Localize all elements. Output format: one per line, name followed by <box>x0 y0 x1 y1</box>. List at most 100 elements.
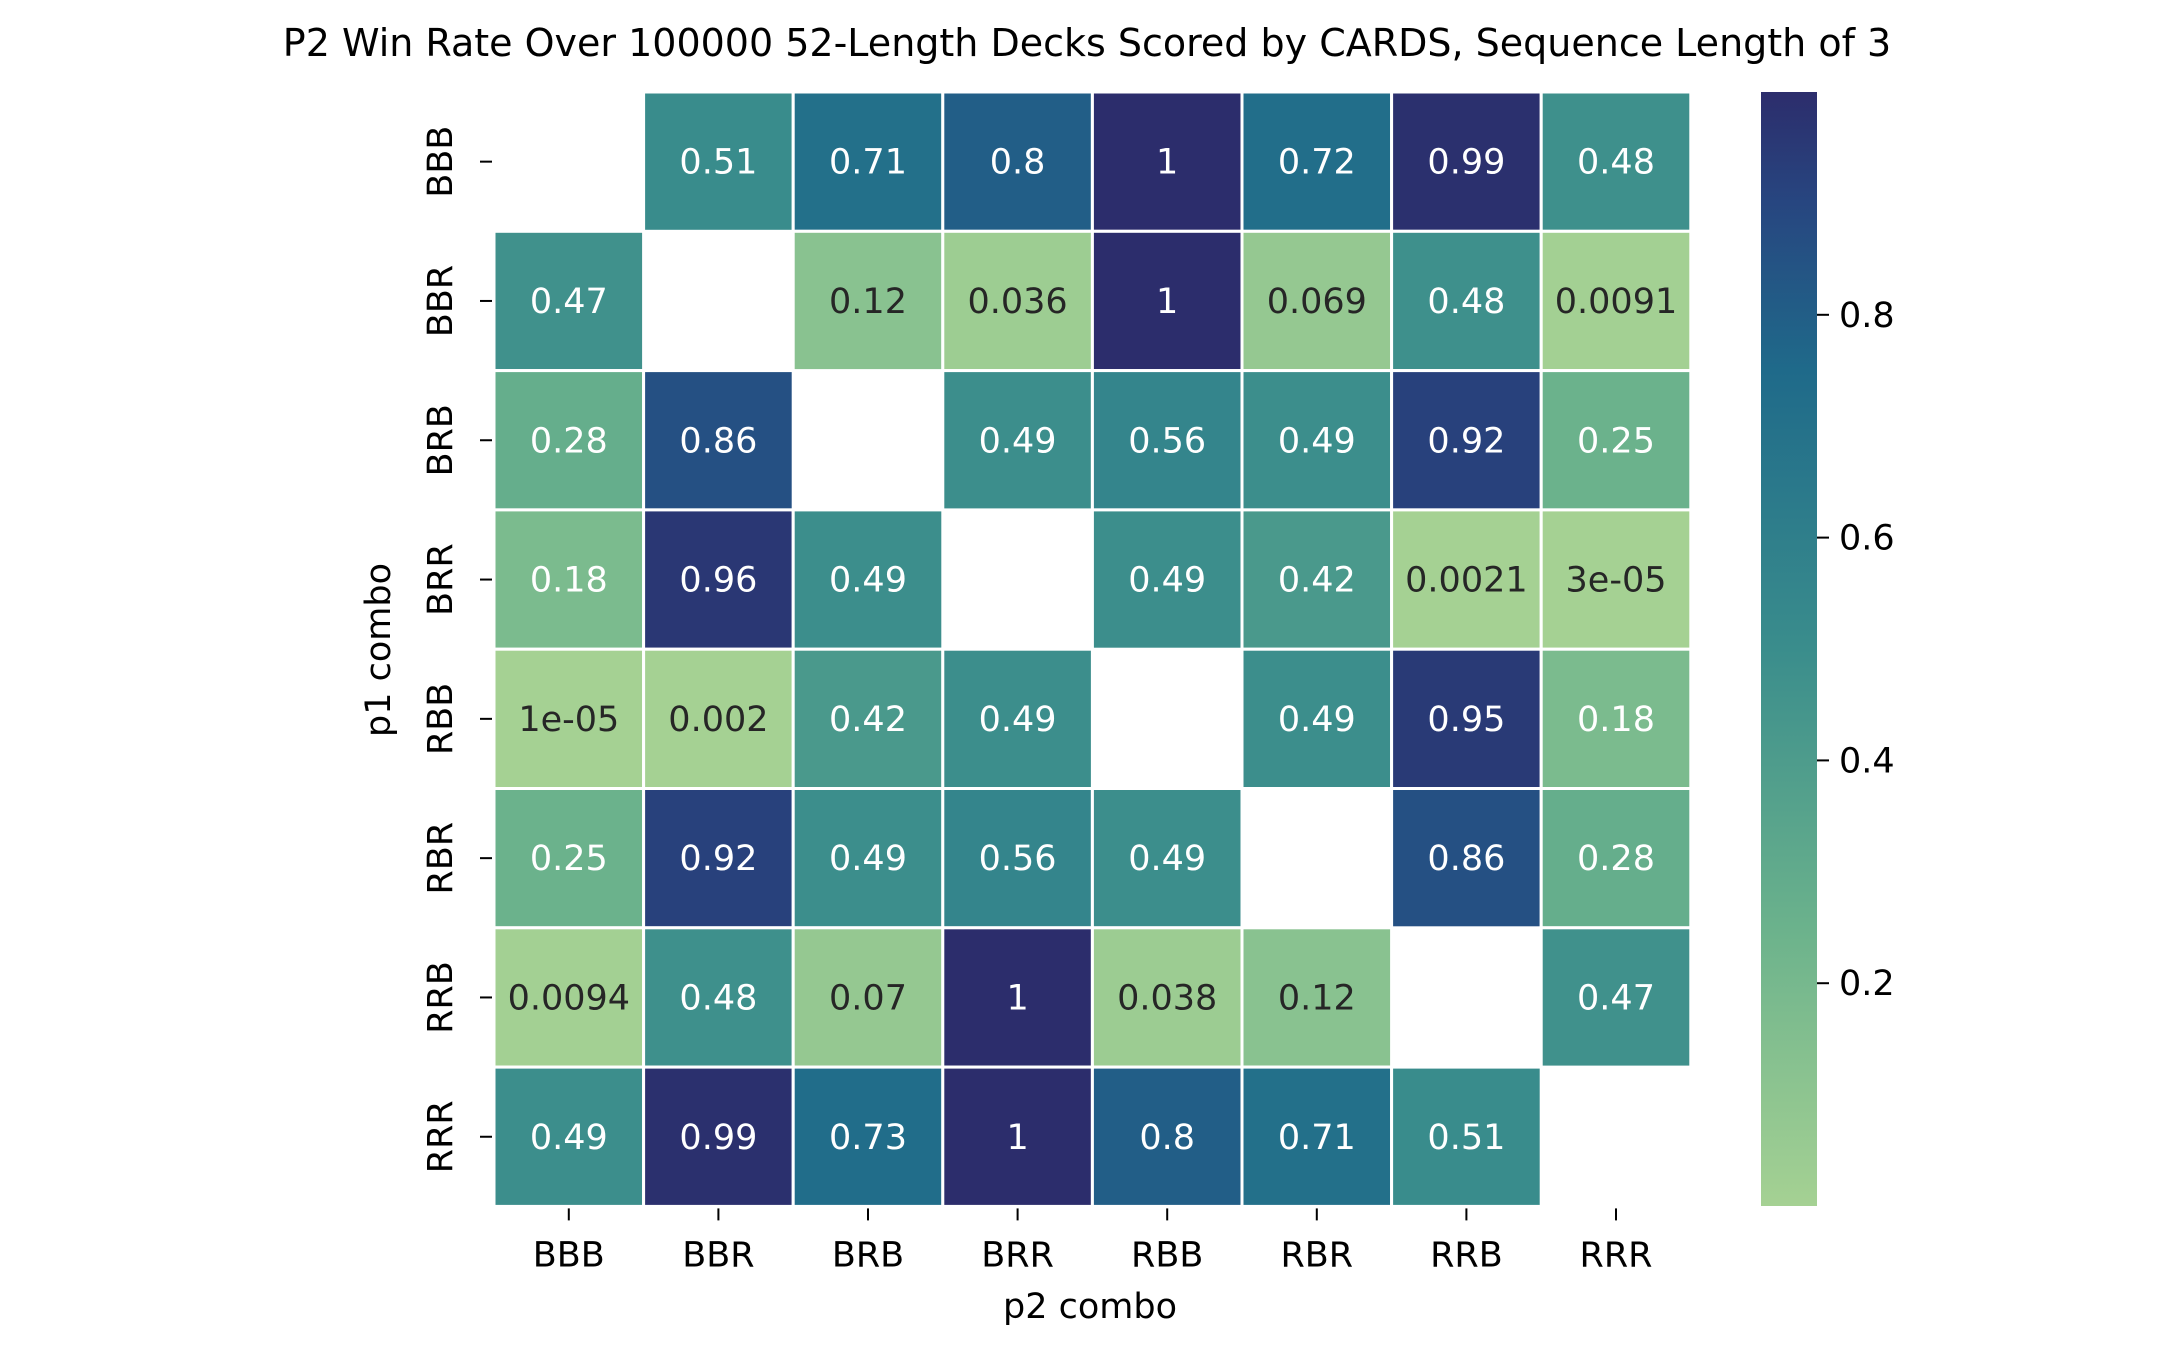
cell-value-label: 0.49 <box>829 561 907 601</box>
cell-value-label: 0.28 <box>1577 839 1655 879</box>
x-tick-label: BBR <box>682 1235 754 1275</box>
heatmap-cell <box>492 229 646 373</box>
y-axis-label: p1 combo <box>359 563 399 737</box>
heatmap-cell <box>1539 369 1693 512</box>
cell-value-label: 0.49 <box>1278 700 1356 740</box>
cell-value-label: 3e-05 <box>1566 561 1667 601</box>
chart-title: P2 Win Rate Over 100000 52-Length Decks … <box>283 21 1891 65</box>
heatmap-cell <box>941 1065 1094 1208</box>
cell-value-label: 0.28 <box>530 421 608 461</box>
heatmap-cell <box>492 647 646 791</box>
cell-value-label: 0.48 <box>1577 143 1655 183</box>
heatmap-cell <box>791 229 945 373</box>
colorbar <box>1761 92 1817 1206</box>
heatmap-cells: 0.51 0.71 0.8 1 0.72 0.99 0.48 0.47 0.12 0.036 1 0.… <box>492 90 1693 1208</box>
cell-value-label: 0.42 <box>829 700 907 740</box>
colorbar-tick-label: 0.8 <box>1839 296 1895 336</box>
cell-value-label: 0.72 <box>1278 143 1356 183</box>
x-tick-label: RBB <box>1131 1235 1203 1275</box>
cell-value-label: 0.71 <box>829 143 907 183</box>
cell-value-label: 0.86 <box>1427 839 1505 879</box>
cell-value-label: 0.0021 <box>1405 561 1527 601</box>
cell-value-label: 0.49 <box>1278 421 1356 461</box>
heatmap-cell <box>1090 787 1244 930</box>
y-tick-label: BBR <box>421 265 461 337</box>
heatmap-cell <box>642 787 795 930</box>
heatmap-cell <box>1390 508 1543 651</box>
heatmap-cell <box>1390 369 1543 512</box>
cell-value-label: 0.18 <box>530 561 608 601</box>
cell-value-label: 0.18 <box>1577 700 1655 740</box>
cell-value-label: 0.73 <box>829 1118 907 1158</box>
cell-value-label: 0.47 <box>530 282 608 322</box>
cell-value-label: 0.42 <box>1278 561 1356 601</box>
y-tick-label: RBB <box>421 683 461 755</box>
x-tick-label: BRR <box>981 1235 1054 1275</box>
cell-value-label: 0.48 <box>679 978 757 1018</box>
heatmap-cell <box>1539 229 1693 373</box>
heatmap-cell <box>791 647 945 791</box>
heatmap-cell <box>1090 1065 1244 1208</box>
cell-value-label: 0.8 <box>1139 1118 1195 1158</box>
cell-value-label: 0.036 <box>967 282 1067 322</box>
cell-value-label: 0.0094 <box>508 978 630 1018</box>
cell-value-label: 0.12 <box>829 282 907 322</box>
y-tick-label: RBR <box>421 822 461 895</box>
heatmap-cell <box>1539 508 1693 651</box>
cell-value-label: 1 <box>1156 282 1178 322</box>
heatmap-cell <box>492 508 646 651</box>
heatmap-cell <box>941 926 1094 1069</box>
cell-value-label: 1 <box>1006 1118 1028 1158</box>
cell-value-label: 0.49 <box>979 700 1057 740</box>
colorbar-ticks: 0.2 0.4 0.6 0.8 <box>1817 296 1895 1004</box>
cell-value-label: 0.49 <box>530 1118 608 1158</box>
x-tick-label: BBB <box>533 1235 605 1275</box>
colorbar-tick-label: 0.2 <box>1839 964 1895 1004</box>
y-axis-ticks: BBB BBR BRB BRR RBB RBR RRB RRR <box>421 126 492 1173</box>
colorbar-tick-label: 0.6 <box>1839 519 1895 559</box>
cell-value-label: 0.71 <box>1278 1118 1356 1158</box>
heatmap-cell <box>642 369 795 512</box>
heatmap-cell <box>492 1065 646 1208</box>
y-tick-label: RRB <box>421 961 461 1034</box>
cell-value-label: 0.48 <box>1427 282 1505 322</box>
heatmap-cell <box>1240 926 1394 1069</box>
heatmap-cell <box>1090 369 1244 512</box>
cell-value-label: 0.99 <box>679 1118 757 1158</box>
cell-value-label: 0.56 <box>979 839 1057 879</box>
heatmap-cell <box>941 369 1094 512</box>
cell-value-label: 0.92 <box>679 839 757 879</box>
heatmap-cell <box>1240 1065 1394 1208</box>
cell-value-label: 1 <box>1006 978 1028 1018</box>
cell-value-label: 0.25 <box>530 839 608 879</box>
cell-value-label: 0.038 <box>1117 978 1217 1018</box>
cell-value-label: 0.12 <box>1278 978 1356 1018</box>
cell-value-label: 0.002 <box>668 700 768 740</box>
cell-value-label: 0.25 <box>1577 421 1655 461</box>
heatmap-cell <box>1240 229 1394 373</box>
heatmap-cell <box>941 229 1094 373</box>
cell-value-label: 1 <box>1156 143 1178 183</box>
heatmap-cell <box>791 508 945 651</box>
x-axis-ticks: BBB BBR BRB BRR RBB RBR RRB RRR <box>533 1208 1653 1275</box>
x-tick-label: RBR <box>1280 1235 1353 1275</box>
y-tick-label: BBB <box>421 126 461 198</box>
cell-value-label: 0.56 <box>1128 421 1206 461</box>
cell-value-label: 0.49 <box>1128 839 1206 879</box>
heatmap-cell <box>1390 787 1543 930</box>
x-axis-label: p2 combo <box>1003 1287 1177 1327</box>
cell-value-label: 0.0091 <box>1555 282 1677 322</box>
heatmap-cell <box>1390 90 1543 233</box>
cell-value-label: 0.49 <box>829 839 907 879</box>
heatmap-cell <box>642 1065 795 1208</box>
x-tick-label: RRR <box>1580 1235 1653 1275</box>
y-tick-label: BRR <box>421 543 461 616</box>
cell-value-label: 0.47 <box>1577 978 1655 1018</box>
heatmap-cell <box>492 787 646 930</box>
cell-value-label: 0.92 <box>1427 421 1505 461</box>
heatmap-cell <box>642 90 795 233</box>
cell-value-label: 0.51 <box>1427 1118 1505 1158</box>
heatmap-cell <box>492 926 646 1069</box>
cell-value-label: 0.069 <box>1267 282 1367 322</box>
cell-value-label: 0.99 <box>1427 143 1505 183</box>
